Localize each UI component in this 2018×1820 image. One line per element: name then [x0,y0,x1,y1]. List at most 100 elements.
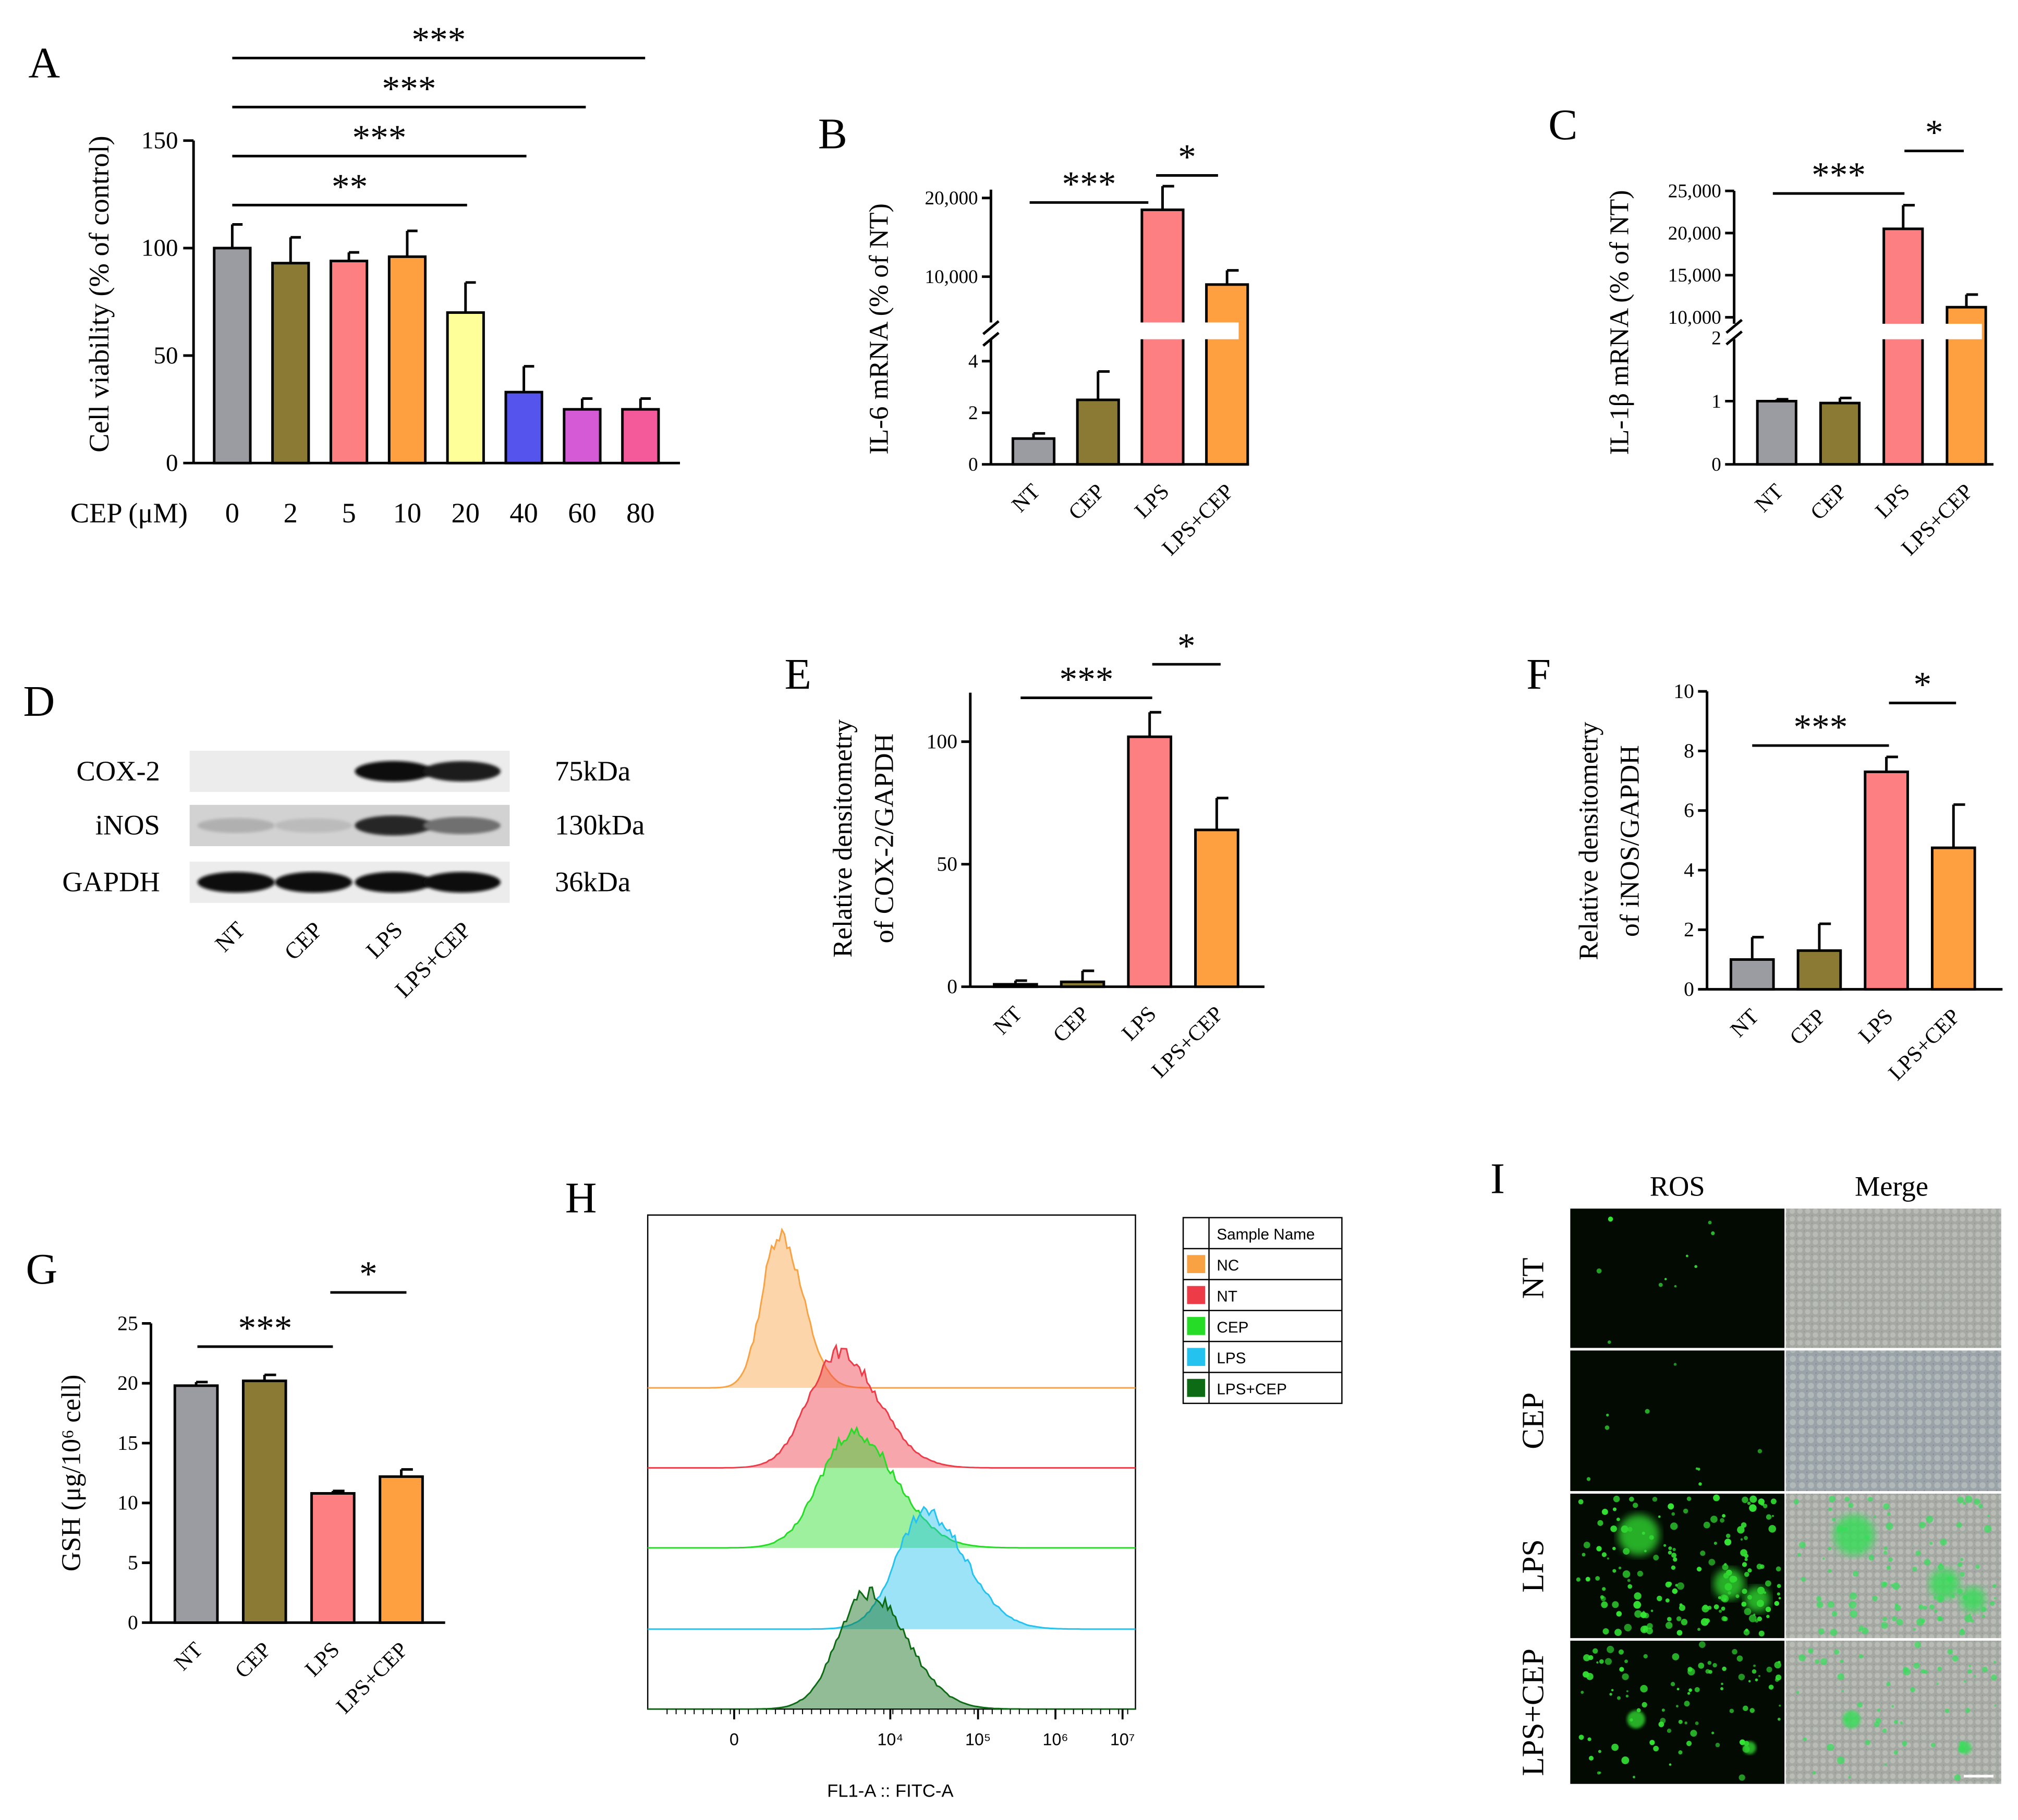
panel-f-bar [1864,770,1909,991]
microscopy-merge-spot [1910,1687,1915,1693]
microscopy-ros-spot [1598,1750,1601,1753]
microscopy-ros-spot [1777,1717,1781,1721]
microscopy-merge-spot [1956,1522,1962,1528]
microscopy-ros-spot [1673,1363,1677,1366]
microscopy-merge-cluster [1842,1710,1861,1729]
microscopy-ros-spot [1758,1675,1761,1677]
microscopy-ros-spot [1742,1562,1747,1567]
microscopy-ros-spot [1703,1521,1710,1529]
microscopy-merge-spot [1884,1763,1887,1766]
microscopy-ros-spot [1679,1604,1685,1611]
microscopy-ros-spot [1671,1553,1677,1558]
microscopy-ros-spot [1660,1717,1666,1724]
microscopy-ros-spot [1777,1592,1780,1596]
microscopy-ros-spot [1753,1614,1756,1616]
microscopy-ros-spot [1600,1596,1606,1602]
microscopy-merge-spot [1882,1728,1887,1733]
flow-legend-swatch [1187,1378,1206,1397]
microscopy-merge-spot [1937,1564,1944,1570]
microscopy-merge-spot [1960,1571,1965,1577]
western-blot-band [275,872,352,893]
panel-f-bar [1729,958,1775,991]
panel-c-axis-break-mark [1725,319,1743,334]
microscopy-merge-spot [1877,1708,1881,1712]
panel-c-ytick-label: 1 [1711,391,1721,412]
microscopy-merge-spot [1850,1610,1858,1618]
microscopy-merge-spot [1975,1564,1980,1569]
panel-c-ytick-label: 20,000 [1668,223,1721,244]
microscopy-ros-spot [1698,1663,1705,1669]
microscopy-merge-spot [1993,1660,1996,1664]
panel-f-significance-bar-label: *** [1793,707,1847,747]
microscopy-merge-spot [1848,1503,1854,1508]
panel-letter-a: A [28,39,60,87]
microscopy-ros-spot [1611,1689,1614,1692]
panel-g-ytick-label: 25 [117,1312,138,1335]
microscopy-ros-spot [1711,1231,1715,1236]
microscopy-row-label: LPS+CEP [1515,1648,1550,1776]
microscopy-ros-spot [1774,1601,1780,1606]
microscopy-merge-spot [1957,1496,1964,1504]
panel-f-ytick-label: 4 [1684,858,1694,881]
microscopy-ros-spot [1739,1774,1745,1781]
microscopy-row-label: NT [1515,1257,1550,1299]
microscopy-ros-spot [1592,1648,1598,1654]
microscopy-merge-spot [1857,1702,1863,1708]
western-blot-lane-label: LPS [361,917,408,963]
microscopy-ros-spot [1604,1658,1612,1665]
panel-c-axis-break-mark [1725,330,1743,346]
microscopy-ros-spot [1749,1495,1757,1503]
panel-a-bar [213,247,252,465]
panel-f-xtick-label: CEP [1785,1005,1831,1050]
microscopy-merge-spot [1875,1717,1881,1724]
microscopy-merge-spot [1882,1617,1887,1622]
microscopy-ros-spot [1686,1741,1692,1746]
microscopy-ros-spot [1721,1606,1725,1611]
microscopy-ros-spot [1596,1661,1599,1664]
microscopy-merge-spot [1830,1629,1838,1636]
microscopy-merge-spot [1978,1504,1983,1508]
microscopy-ros-spot [1778,1597,1781,1599]
microscopy-ros-spot [1749,1708,1755,1713]
panel-g-significance-bar-label: *** [238,1308,293,1348]
microscopy-ros-spot [1738,1674,1745,1680]
panel-g-ytick-label: 20 [117,1372,138,1395]
microscopy-merge-spot [1828,1507,1832,1511]
microscopy-merge-spot [1970,1619,1974,1623]
microscopy-ros-spot [1578,1499,1584,1505]
microscopy-merge-spot [1887,1512,1891,1516]
microscopy-merge-image [1785,1641,2001,1784]
microscopy-ros-spot [1653,1745,1659,1752]
microscopy-ros-spot [1732,1649,1737,1655]
panel-c-ytick-label: 0 [1711,454,1721,475]
microscopy-ros-spot [1724,1563,1727,1566]
microscopy-ros-spot [1586,1477,1591,1481]
microscopy-ros-spot [1684,1721,1687,1725]
microscopy-ros-spot [1611,1743,1619,1751]
microscopy-merge-spot [1937,1666,1942,1671]
microscopy-merge-spot [1796,1691,1800,1694]
panel-c-xtick-label: CEP [1806,480,1851,525]
microscopy-ros-spot [1621,1756,1630,1764]
panel-g-xtick-label: CEP [230,1638,276,1683]
microscopy-ros-spot [1762,1504,1768,1508]
microscopy-merge-spot [1797,1553,1801,1557]
microscopy-merge-spot [1913,1663,1920,1669]
microscopy-ros-spot [1722,1666,1727,1671]
flow-legend-swatch [1187,1317,1206,1335]
panel-a-bar [329,260,369,465]
microscopy-ros-spot [1718,1596,1721,1599]
microscopy-merge-spot [1947,1649,1953,1655]
microscopy-ros-spot [1748,1614,1757,1622]
panel-b-bar [1205,283,1249,466]
panel-a-significance-bar-label: *** [352,117,407,157]
panel-e-significance-bar-label: *** [1060,659,1114,699]
microscopy-ros-image [1570,1641,1785,1784]
microscopy-ros-spot [1633,1503,1638,1508]
microscopy-ros-spot [1778,1660,1781,1664]
microscopy-ros-spot [1676,1630,1683,1636]
microscopy-ros-spot [1756,1564,1762,1570]
